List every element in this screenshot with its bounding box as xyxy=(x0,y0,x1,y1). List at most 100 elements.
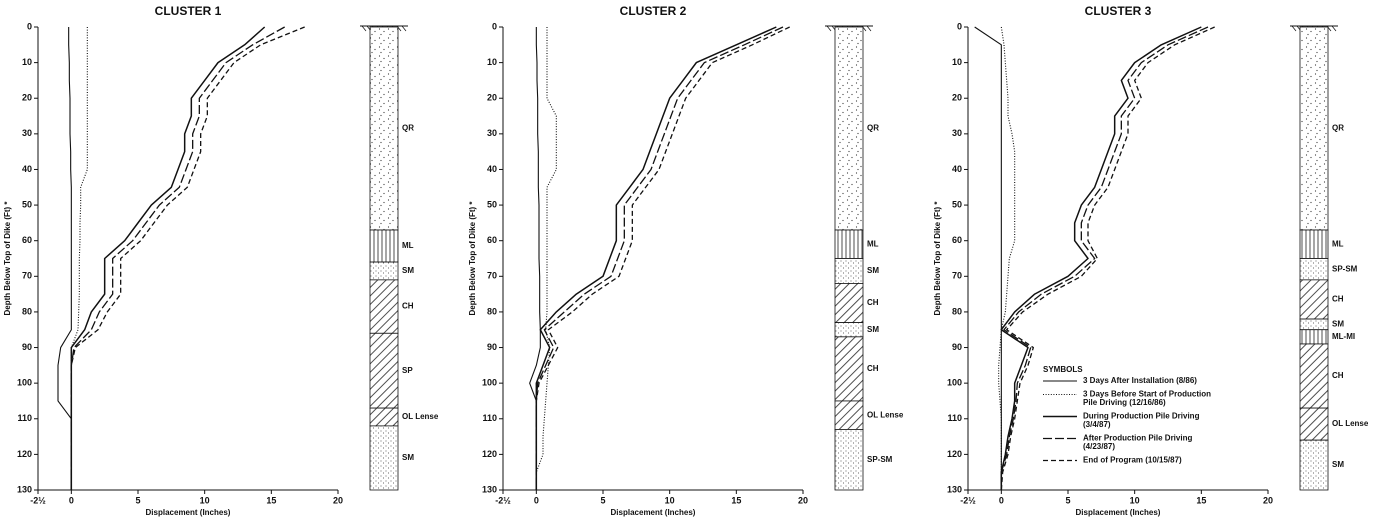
soil-label: ML xyxy=(867,239,879,248)
y-tick-label: 90 xyxy=(487,342,497,352)
y-tick-label: 110 xyxy=(482,413,497,423)
soil-layer xyxy=(1299,258,1329,281)
chart-title: CLUSTER 2 xyxy=(620,4,687,18)
ground-hatch xyxy=(1331,25,1337,32)
soil-label: SM xyxy=(867,325,879,334)
soil-layer xyxy=(1299,318,1329,331)
x-tick-label: -2½ xyxy=(960,495,976,505)
y-tick-label: 120 xyxy=(482,449,497,459)
y-tick-label: 10 xyxy=(952,57,962,67)
displacement-line xyxy=(70,26,285,490)
x-tick-label: 0 xyxy=(534,495,539,505)
y-axis-label: Depth Below Top of Dike (Ft) * xyxy=(3,201,12,316)
legend-title: SYMBOLS xyxy=(1043,365,1083,374)
y-tick-label: 0 xyxy=(492,21,497,31)
legend-label: End of Program (10/15/87) xyxy=(1083,456,1182,465)
y-tick-label: 80 xyxy=(22,306,32,316)
x-tick-label: 15 xyxy=(266,495,276,505)
legend-label: During Production Pile Driving (3/4/87) xyxy=(1083,412,1202,430)
y-tick-label: 0 xyxy=(957,21,962,31)
soil-layer xyxy=(834,229,864,259)
y-tick-label: 60 xyxy=(952,235,962,245)
soil-layer xyxy=(369,425,399,491)
soil-layer xyxy=(834,258,864,284)
x-tick-label: 5 xyxy=(1065,495,1070,505)
y-tick-label: 120 xyxy=(17,449,32,459)
displacement-line xyxy=(57,27,72,490)
displacement-line xyxy=(535,26,784,490)
y-tick-label: 40 xyxy=(487,164,497,174)
legend-label: 3 Days After Installation (8/86) xyxy=(1083,376,1197,385)
soil-layer xyxy=(834,26,864,231)
soil-label: QR xyxy=(867,124,879,133)
soil-layer xyxy=(834,322,864,338)
ground-hatch xyxy=(1291,25,1297,32)
displacement-line xyxy=(1000,26,1209,490)
x-tick-label: 20 xyxy=(333,495,343,505)
y-tick-label: 40 xyxy=(22,164,32,174)
soil-label: SP xyxy=(402,366,413,375)
y-tick-label: 70 xyxy=(22,271,32,281)
soil-label: OL Lense xyxy=(867,410,904,419)
y-tick-label: 50 xyxy=(22,199,32,209)
soil-label: SM xyxy=(402,453,414,462)
x-tick-label: 5 xyxy=(135,495,140,505)
soil-label: SM xyxy=(1332,319,1344,328)
x-tick-label: -2½ xyxy=(495,495,511,505)
displacement-line xyxy=(974,26,1002,490)
displacement-line xyxy=(529,27,541,490)
y-tick-label: 60 xyxy=(22,235,32,245)
displacement-line xyxy=(1000,26,1202,490)
soil-layer xyxy=(369,26,399,231)
y-tick-label: 10 xyxy=(487,57,497,67)
displacement-line xyxy=(70,26,266,490)
chart-title: CLUSTER 1 xyxy=(155,4,222,18)
x-tick-label: 10 xyxy=(200,495,210,505)
chart-title: CLUSTER 3 xyxy=(1085,4,1152,18)
y-tick-label: 20 xyxy=(487,93,497,103)
soil-layer xyxy=(834,429,864,491)
y-tick-label: 50 xyxy=(952,199,962,209)
soil-label: SP-SM xyxy=(867,455,893,464)
y-tick-label: 120 xyxy=(947,449,962,459)
soil-label: ML xyxy=(402,241,414,250)
displacement-line xyxy=(1000,26,1215,491)
x-tick-label: 20 xyxy=(798,495,808,505)
soil-layer xyxy=(369,332,399,409)
y-tick-label: 80 xyxy=(952,306,962,316)
y-tick-label: 90 xyxy=(952,342,962,352)
y-tick-label: 0 xyxy=(27,21,32,31)
soil-label: SM xyxy=(402,266,414,275)
ground-hatch xyxy=(866,25,872,32)
soil-layer xyxy=(834,336,864,402)
y-tick-label: 30 xyxy=(487,128,497,138)
soil-layer xyxy=(834,400,864,430)
ground-hatch xyxy=(361,25,367,32)
y-tick-label: 50 xyxy=(487,199,497,209)
soil-label: SP-SM xyxy=(1332,264,1358,273)
x-tick-label: 10 xyxy=(665,495,675,505)
displacement-line xyxy=(70,27,88,490)
y-tick-label: 20 xyxy=(22,93,32,103)
y-tick-label: 130 xyxy=(947,484,962,494)
y-tick-label: 110 xyxy=(17,413,32,423)
ground-hatch xyxy=(401,25,407,32)
x-tick-label: 0 xyxy=(69,495,74,505)
soil-label: ML-MI xyxy=(1332,332,1355,341)
x-tick-label: 5 xyxy=(600,495,605,505)
soil-label: CH xyxy=(867,298,879,307)
y-axis-label: Depth Below Top of Dike (Ft) * xyxy=(933,201,942,316)
y-tick-label: 110 xyxy=(947,413,962,423)
soil-label: CH xyxy=(402,302,414,311)
soil-layer xyxy=(1299,329,1329,345)
soil-label: CH xyxy=(1332,371,1344,380)
soil-layer xyxy=(369,261,399,281)
y-tick-label: 30 xyxy=(952,128,962,138)
displacement-line xyxy=(535,26,777,490)
legend-label: 3 Days Before Start of Production Pile D… xyxy=(1083,390,1213,408)
soil-label: CH xyxy=(1332,295,1344,304)
x-tick-label: 0 xyxy=(999,495,1004,505)
x-tick-label: -2½ xyxy=(30,495,46,505)
soil-layer xyxy=(369,229,399,263)
displacement-line xyxy=(535,26,790,490)
